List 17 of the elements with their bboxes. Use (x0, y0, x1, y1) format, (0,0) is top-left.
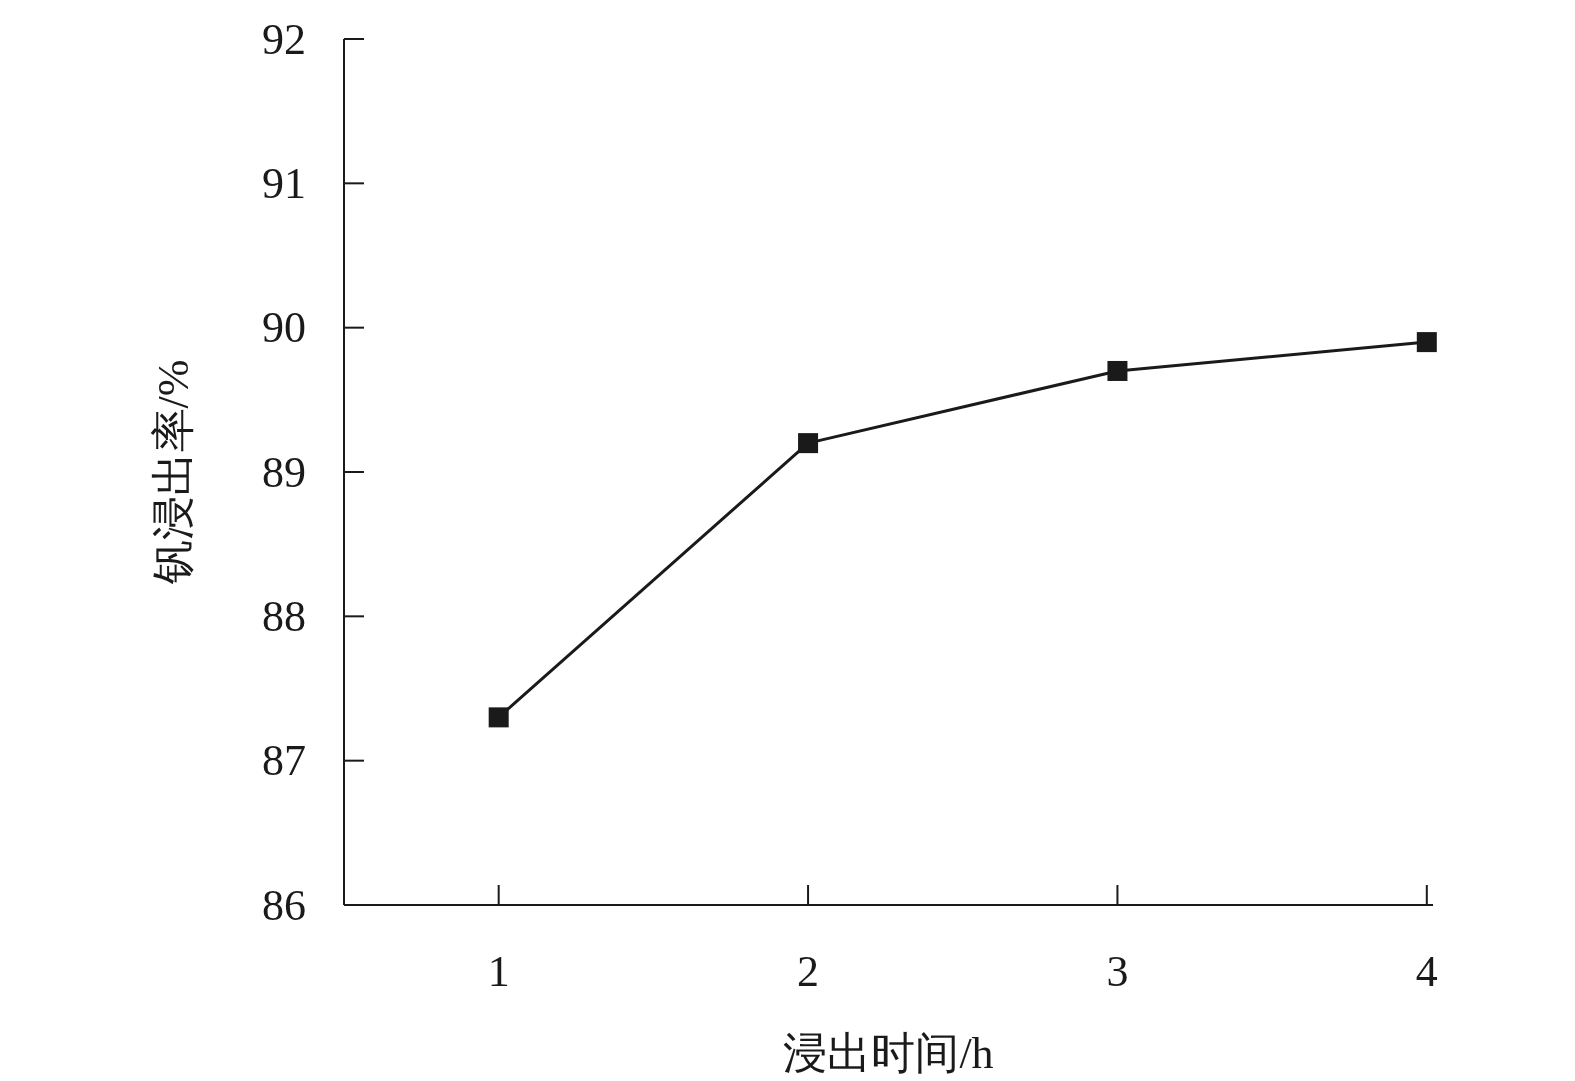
point (488, 707, 509, 728)
point (798, 433, 819, 454)
x-tick-label: 4 (1415, 946, 1438, 996)
point (1416, 332, 1437, 353)
y-axis-title: 钒浸出率/% (148, 359, 198, 586)
y-tick-label: 88 (262, 591, 306, 641)
y-tick-label: 92 (262, 14, 306, 64)
y-tick-label: 87 (262, 736, 306, 786)
y-tick-label: 90 (262, 303, 306, 353)
x-tick-label: 3 (1106, 946, 1129, 996)
y-tick-label: 86 (262, 880, 306, 930)
x-tick-label: 1 (487, 946, 510, 996)
point (1107, 360, 1128, 381)
x-tick-label: 2 (797, 946, 820, 996)
y-tick-label: 89 (262, 447, 306, 497)
y-tick-label: 91 (262, 158, 306, 208)
x-axis-title: 浸出时间/h (783, 1028, 994, 1078)
